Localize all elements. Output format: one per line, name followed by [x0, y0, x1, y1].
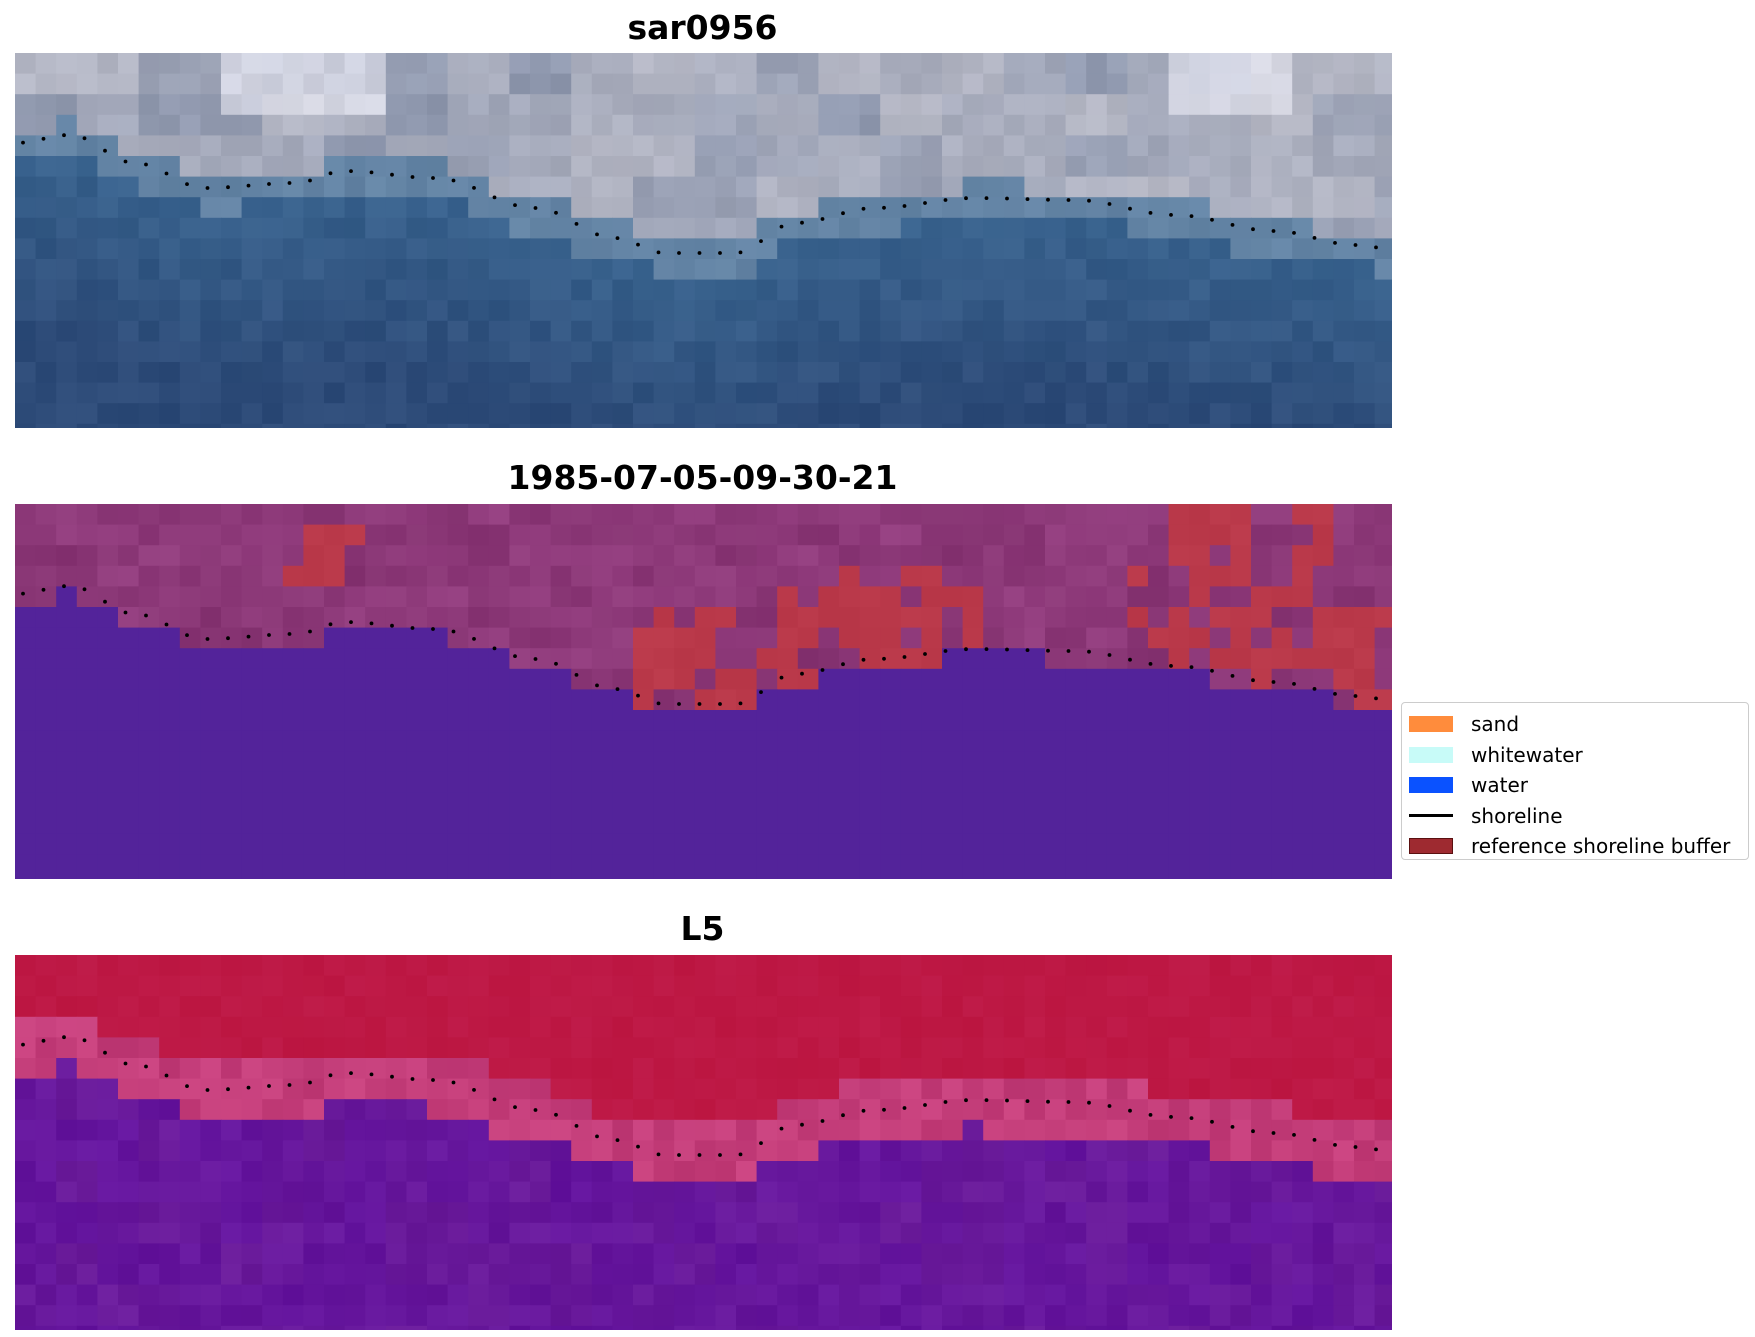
legend-label: whitewater — [1471, 742, 1583, 767]
legend-label: sand — [1471, 712, 1520, 737]
classification-pixels — [15, 504, 1392, 879]
panel-title-index: L5 — [680, 909, 725, 948]
whitewater-swatch-icon — [1409, 746, 1453, 763]
index-image — [15, 955, 1392, 1330]
shoreline-dots — [21, 133, 1378, 255]
index-pixels — [15, 955, 1392, 1330]
panel-title-classification: 1985-07-05-09-30-21 — [507, 458, 898, 497]
sand-swatch-icon — [1409, 716, 1453, 733]
classification-image-panel — [15, 504, 1392, 879]
water-swatch-icon — [1409, 777, 1453, 794]
legend-item-shoreline: shoreline — [1409, 801, 1748, 832]
legend-item-whitewater: whitewater — [1409, 740, 1748, 771]
legend: sand whitewater water shoreline referenc… — [1401, 702, 1749, 860]
index-image-panel — [15, 955, 1392, 1330]
shoreline-dots — [21, 584, 1378, 706]
shoreline-line-icon — [1409, 814, 1453, 818]
rgb-image-panel — [15, 53, 1392, 428]
buffer-swatch-icon — [1409, 838, 1453, 855]
legend-item-reference-buffer: reference shoreline buffer — [1409, 831, 1748, 862]
legend-label: reference shoreline buffer — [1471, 834, 1731, 859]
rgb-pixels — [15, 53, 1392, 428]
shoreline-dots — [21, 1035, 1378, 1157]
legend-label: shoreline — [1471, 803, 1563, 828]
legend-item-water: water — [1409, 770, 1748, 801]
classification-image — [15, 504, 1392, 879]
legend-item-sand: sand — [1409, 709, 1748, 740]
panel-title-rgb: sar0956 — [627, 8, 778, 47]
rgb-image — [15, 53, 1392, 428]
legend-label: water — [1471, 773, 1528, 798]
